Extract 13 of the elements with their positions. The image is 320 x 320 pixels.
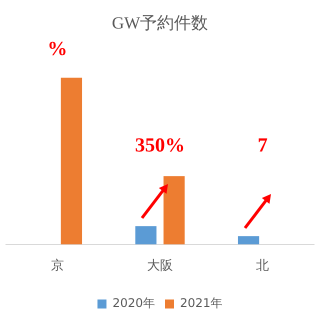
x-tick-label: 北 — [256, 258, 270, 274]
legend-label: 2021年 — [180, 296, 223, 310]
bar — [164, 176, 185, 244]
bar — [238, 236, 260, 244]
x-tick-label: 京 — [50, 258, 64, 274]
bar — [60, 78, 82, 244]
chart-title: GW予約件数 — [112, 14, 208, 33]
annotation: 7 — [258, 134, 268, 157]
x-tick-label: 大阪 — [147, 258, 173, 274]
bar — [135, 226, 156, 244]
legend-label: 2020年 — [112, 296, 156, 310]
annotation: 350% — [135, 134, 185, 157]
text: % — [47, 38, 68, 60]
